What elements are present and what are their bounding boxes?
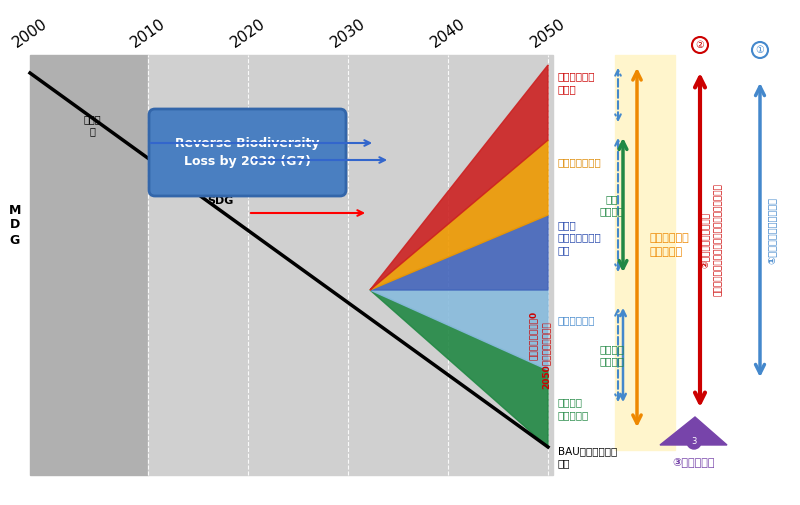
Text: ③実施の強化: ③実施の強化 [673, 458, 715, 468]
Text: 温室効果ガス実質0: 温室効果ガス実質0 [529, 311, 538, 360]
Text: SDG: SDG [207, 196, 233, 206]
Text: 2050: 2050 [528, 16, 568, 50]
Text: ポスト2020枠組: ポスト2020枠組 [271, 168, 329, 178]
Text: Reverse Biodiversity
Loss by 2030 (G7): Reverse Biodiversity Loss by 2030 (G7) [175, 136, 320, 169]
Circle shape [752, 42, 768, 58]
FancyBboxPatch shape [149, 109, 346, 196]
Text: ①: ① [756, 45, 764, 55]
Text: 2050自然共生ビジョン: 2050自然共生ビジョン [542, 321, 550, 389]
Polygon shape [660, 417, 727, 445]
Text: 2040: 2040 [428, 16, 468, 50]
Polygon shape [370, 65, 548, 290]
Bar [30, 55, 148, 475]
Text: サーキュラー
エコノミー: サーキュラー エコノミー [650, 233, 690, 257]
Bar [615, 55, 675, 450]
Text: 汚染、
侵略的外来種、
乱獲: 汚染、 侵略的外来種、 乱獲 [558, 220, 602, 255]
Circle shape [692, 37, 708, 53]
Text: 生態系の
保全と回復: 生態系の 保全と回復 [558, 397, 590, 420]
Text: M
D
G: M D G [9, 204, 21, 246]
Text: 2000: 2000 [10, 16, 50, 50]
Polygon shape [370, 140, 548, 290]
Bar [148, 55, 553, 475]
Text: 気候変動対策: 気候変動対策 [558, 315, 595, 325]
Text: 3: 3 [691, 437, 697, 446]
Text: 愛知目
標: 愛知目 標 [83, 114, 101, 136]
Text: ゼロ
カーボン: ゼロ カーボン [599, 194, 625, 216]
Text: 2010: 2010 [128, 16, 168, 50]
Circle shape [687, 435, 701, 449]
Text: 2030: 2030 [328, 16, 368, 50]
Polygon shape [370, 215, 548, 290]
Text: 2020: 2020 [228, 16, 268, 50]
Text: 持続可能な生産: 持続可能な生産 [558, 158, 602, 168]
Text: ②生物多様性の主流化
（ビジネスと生物多様性の好循環・社会変革）: ②生物多様性の主流化 （ビジネスと生物多様性の好循環・社会変革） [702, 183, 722, 296]
Text: ①生態系の健全性の確保: ①生態系の健全性の確保 [767, 196, 777, 264]
Polygon shape [370, 290, 548, 370]
Text: いわゆる
自然保護: いわゆる 自然保護 [599, 344, 625, 366]
Polygon shape [370, 290, 548, 447]
Text: BAU（今までどお
り）: BAU（今までどお り） [558, 446, 618, 468]
Text: 消費と廃棄物
の削減: 消費と廃棄物 の削減 [558, 71, 595, 94]
Text: パリ協定: パリ協定 [155, 126, 178, 136]
Text: ②: ② [696, 40, 704, 50]
